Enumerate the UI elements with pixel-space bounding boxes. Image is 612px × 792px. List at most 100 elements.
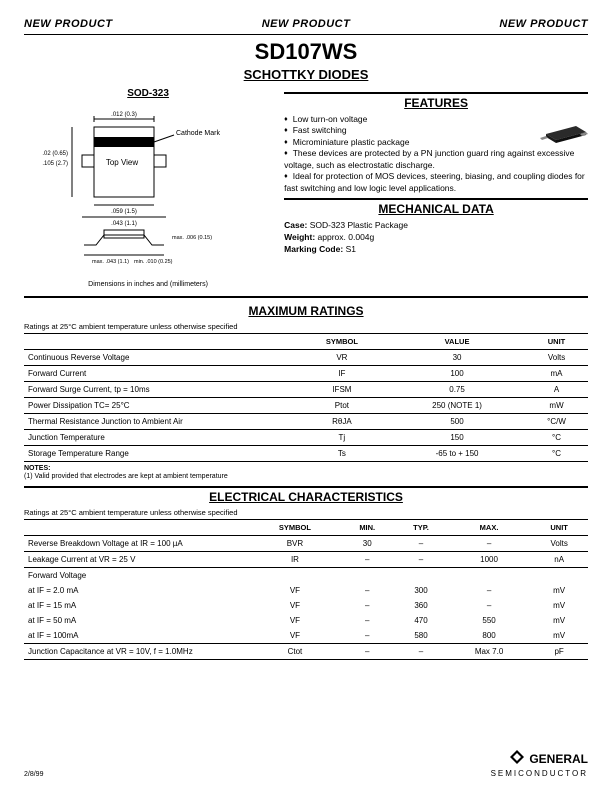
feature-item: Ideal for protection of MOS devices, ste… — [284, 171, 588, 194]
symbol-cell: IR — [250, 551, 341, 567]
part-number: SD107WS — [24, 39, 588, 65]
typ-cell: 470 — [394, 613, 448, 628]
value-cell: 0.75 — [389, 382, 525, 398]
symbol-cell: BVR — [250, 535, 341, 551]
typ-cell: 300 — [394, 583, 448, 598]
symbol-cell: IF — [295, 366, 389, 382]
banner-right: NEW PRODUCT — [499, 18, 588, 30]
unit-cell: Volts — [525, 350, 588, 366]
chip-icon — [538, 114, 588, 144]
min-cell: – — [340, 613, 394, 628]
max-cell: 1000 — [448, 551, 530, 567]
unit-cell: pF — [530, 643, 588, 659]
max-cell: – — [448, 583, 530, 598]
table-header-row: SYMBOL VALUE UNIT — [24, 334, 588, 350]
col-min: MIN. — [340, 519, 394, 535]
table-row: Junction Capacitance at VR = 10V, f = 1.… — [24, 643, 588, 659]
elec-header: ELECTRICAL CHARACTERISTICS — [24, 486, 588, 504]
features-header: FEATURES — [284, 92, 588, 110]
rule-mid — [24, 296, 588, 298]
param-cell: Junction Temperature — [24, 430, 295, 446]
unit-cell: °C — [525, 430, 588, 446]
symbol-cell: Ptot — [295, 398, 389, 414]
param-cell: Forward Current — [24, 366, 295, 382]
table-row: Forward Surge Current, tp = 10ms IFSM 0.… — [24, 382, 588, 398]
symbol-cell: VF — [250, 613, 341, 628]
min-cell: – — [340, 551, 394, 567]
note-1: (1) Valid provided that electrodes are k… — [24, 473, 228, 480]
elec-table: SYMBOL MIN. TYP. MAX. UNIT Reverse Break… — [24, 519, 588, 660]
features-column: FEATURES Low turn-on voltage Fast switch… — [284, 88, 588, 288]
table-row: Reverse Breakdown Voltage at IR = 100 µA… — [24, 535, 588, 551]
symbol-cell: Ctot — [250, 643, 341, 659]
value-cell: 500 — [389, 414, 525, 430]
elec-caption: Ratings at 25°C ambient temperature unle… — [24, 508, 588, 517]
symbol-cell: VF — [250, 583, 341, 598]
table-row: at IF = 100mA VF – 580 800 mV — [24, 628, 588, 644]
min-cell: – — [340, 628, 394, 644]
col-max: MAX. — [448, 519, 530, 535]
table-row: at IF = 15 mA VF – 360 – mV — [24, 598, 588, 613]
case-value: SOD-323 Plastic Package — [310, 220, 408, 230]
param-cell: Power Dissipation TC= 25°C — [24, 398, 295, 414]
marking-label: Marking Code: — [284, 244, 343, 254]
min-cell: – — [340, 643, 394, 659]
unit-cell: mV — [530, 598, 588, 613]
weight-label: Weight: — [284, 232, 315, 242]
banner-center: NEW PRODUCT — [262, 18, 351, 30]
notes-block: NOTES: (1) Valid provided that electrode… — [24, 465, 588, 482]
param-cell: at IF = 2.0 mA — [24, 583, 250, 598]
param-cell: Thermal Resistance Junction to Ambient A… — [24, 414, 295, 430]
table-row: Leakage Current at VR = 25 V IR – – 1000… — [24, 551, 588, 567]
symbol-cell: VR — [295, 350, 389, 366]
col-unit: UNIT — [530, 519, 588, 535]
new-product-banner: NEW PRODUCT NEW PRODUCT NEW PRODUCT — [24, 18, 588, 30]
feature-item: These devices are protected by a PN junc… — [284, 148, 588, 171]
package-label: SOD-323 — [24, 88, 272, 99]
table-row: Forward Current IF 100 mA — [24, 366, 588, 382]
max-cell: 800 — [448, 628, 530, 644]
value-cell: 100 — [389, 366, 525, 382]
overview-row: SOD-323 Top View Cathode Mark .012 (0.3)… — [24, 88, 588, 288]
col-symbol: SYMBOL — [250, 519, 341, 535]
weight-value: approx. 0.004g — [318, 232, 375, 242]
unit-cell: °C — [525, 446, 588, 462]
typ-cell: – — [394, 551, 448, 567]
symbol-cell: VF — [250, 598, 341, 613]
max-cell: 550 — [448, 613, 530, 628]
param-cell: at IF = 15 mA — [24, 598, 250, 613]
value-cell: 250 (NOTE 1) — [389, 398, 525, 414]
dim-e: .043 (1.1) — [111, 221, 137, 227]
notes-label: NOTES: — [24, 465, 50, 472]
min-cell: – — [340, 598, 394, 613]
unit-cell: mW — [525, 398, 588, 414]
table-row: Thermal Resistance Junction to Ambient A… — [24, 414, 588, 430]
logo-icon — [508, 748, 526, 766]
param-cell: Reverse Breakdown Voltage at IR = 100 µA — [24, 535, 250, 551]
max-ratings-header: MAXIMUM RATINGS — [24, 302, 588, 318]
typ-cell: – — [394, 643, 448, 659]
min-cell: 30 — [340, 535, 394, 551]
typ-cell: 360 — [394, 598, 448, 613]
max-cell: – — [448, 598, 530, 613]
max-ratings-table: SYMBOL VALUE UNIT Continuous Reverse Vol… — [24, 333, 588, 462]
param-cell: Storage Temperature Range — [24, 446, 295, 462]
package-diagram: Top View Cathode Mark .012 (0.3) .105 (2… — [24, 105, 224, 275]
cathode-mark-label: Cathode Mark — [176, 130, 220, 137]
param-cell: Junction Capacitance at VR = 10V, f = 1.… — [24, 643, 250, 659]
table-row: Junction Temperature Tj 150 °C — [24, 430, 588, 446]
table-row: at IF = 2.0 mA VF – 300 – mV — [24, 583, 588, 598]
col-symbol: SYMBOL — [295, 334, 389, 350]
case-label: Case: — [284, 220, 307, 230]
value-cell: 30 — [389, 350, 525, 366]
param-cell: Leakage Current at VR = 25 V — [24, 551, 250, 567]
col-typ: TYP. — [394, 519, 448, 535]
typ-cell: 580 — [394, 628, 448, 644]
typ-cell: – — [394, 535, 448, 551]
col-unit: UNIT — [525, 334, 588, 350]
dim-c: .105 (2.7) — [42, 161, 68, 167]
table-row: Storage Temperature Range Ts -65 to + 15… — [24, 446, 588, 462]
dim-a: .012 (0.3) — [111, 112, 137, 118]
value-cell: 150 — [389, 430, 525, 446]
footer-date: 2/8/99 — [24, 771, 43, 778]
